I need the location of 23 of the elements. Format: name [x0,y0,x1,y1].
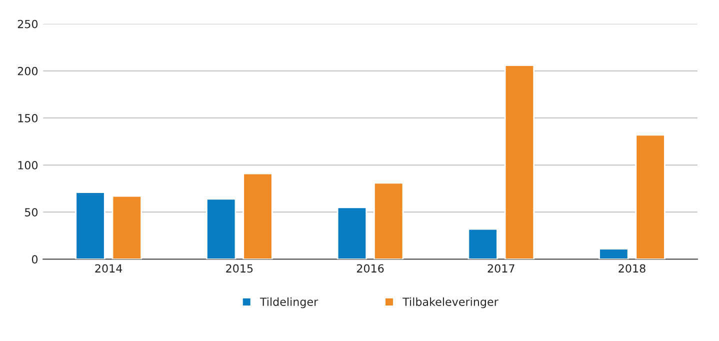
y-tick-label: 150 [18,114,38,122]
x-tick-label: 2018 [618,264,646,273]
x-tick-label: 2016 [356,264,384,273]
y-tick-label: 200 [18,66,38,76]
bar [206,198,236,260]
bar [468,228,498,260]
bar [336,206,368,260]
legend-label: Tilbakeleveringer [402,297,498,308]
bar [374,182,404,260]
x-tick-label: 2014 [95,264,122,273]
y-tick-label: 50 [25,208,38,216]
legend-label: Tildelinger [260,297,318,308]
y-tick-label: 100 [18,161,38,170]
x-tick-label: 2015 [226,264,253,273]
bar [242,172,273,260]
bar [75,192,106,260]
x-tick-label: 2017 [488,264,514,273]
bar [598,248,629,260]
y-tick-label: 0 [32,255,38,264]
bar [635,134,666,260]
bar [504,64,535,260]
y-tick-label: 250 [18,20,38,28]
bar [112,195,142,260]
